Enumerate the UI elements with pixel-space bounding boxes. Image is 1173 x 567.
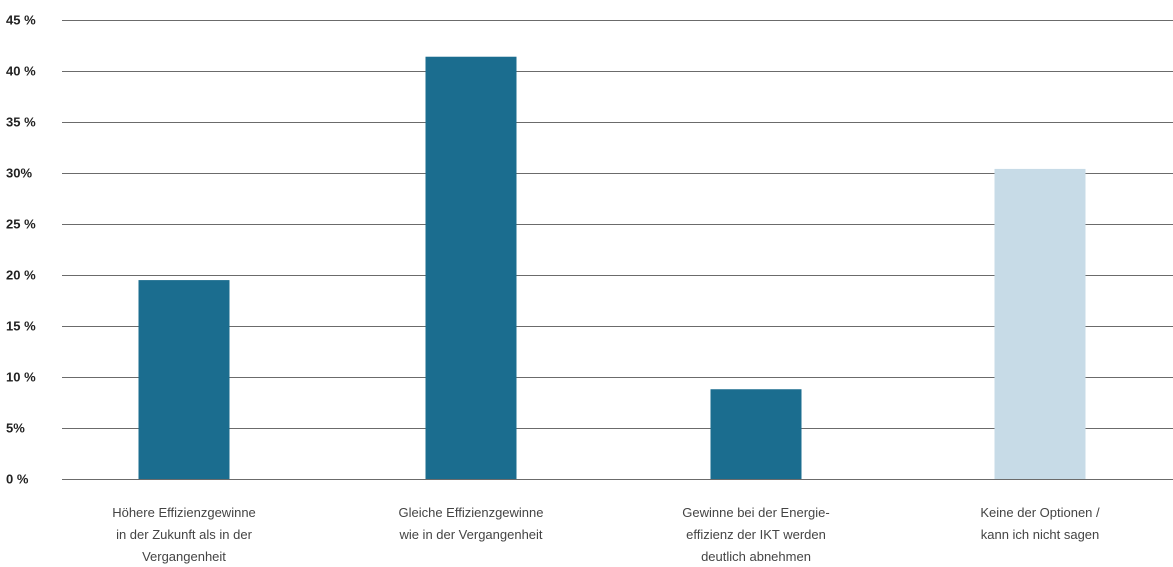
x-category-label-line: Keine der Optionen / (980, 505, 1100, 520)
x-category-label: Höhere Effizienzgewinne in der Zukunft al… (112, 505, 256, 564)
x-category-label: Gewinne bei der Energie-effizienz der IK… (682, 505, 829, 564)
y-tick-label: 30% (6, 166, 32, 181)
x-category-label-line: deutlich abnehmen (701, 549, 811, 564)
y-tick-label: 10 % (6, 370, 36, 385)
y-tick-label: 45 % (6, 13, 36, 28)
bar (138, 280, 230, 479)
x-category-label-line: wie in der Vergangenheit (398, 527, 542, 542)
y-axis-tick-labels: 0 % 5% 10 % 15 % 20 % 25 % 30% 35 % 40 % 45 % (6, 13, 36, 487)
x-category-label-line: effizienz der IKT werden (686, 527, 826, 542)
x-category-label-line: kann ich nicht sagen (981, 527, 1100, 542)
y-tick-label: 15 % (6, 319, 36, 334)
x-category-label-line: in der Zukunft als in der (116, 527, 253, 542)
y-tick-label: 20 % (6, 268, 36, 283)
x-category-label-line: Gleiche Effizienzgewinne (398, 505, 543, 520)
y-tick-label: 40 % (6, 64, 36, 79)
bar (710, 389, 802, 479)
y-tick-label: 0 % (6, 472, 29, 487)
y-tick-label: 25 % (6, 217, 36, 232)
x-category-label-line: Vergangenheit (142, 549, 226, 564)
y-tick-label: 35 % (6, 115, 36, 130)
bar (425, 56, 517, 479)
x-category-label-line: Gewinne bei der Energie- (682, 505, 829, 520)
x-category-label-line: Höhere Effizienzgewinne (112, 505, 256, 520)
bar (994, 168, 1086, 480)
bars (138, 56, 1086, 480)
x-category-label: Keine der Optionen / kann ich nicht sagen (980, 505, 1100, 542)
y-tick-label: 5% (6, 421, 25, 436)
category-labels: Höhere Effizienzgewinne in der Zukunft al… (112, 505, 1100, 564)
gridlines (62, 20, 1173, 480)
x-category-label: Gleiche Effizienzgewinne wie in der Verga… (398, 505, 543, 542)
